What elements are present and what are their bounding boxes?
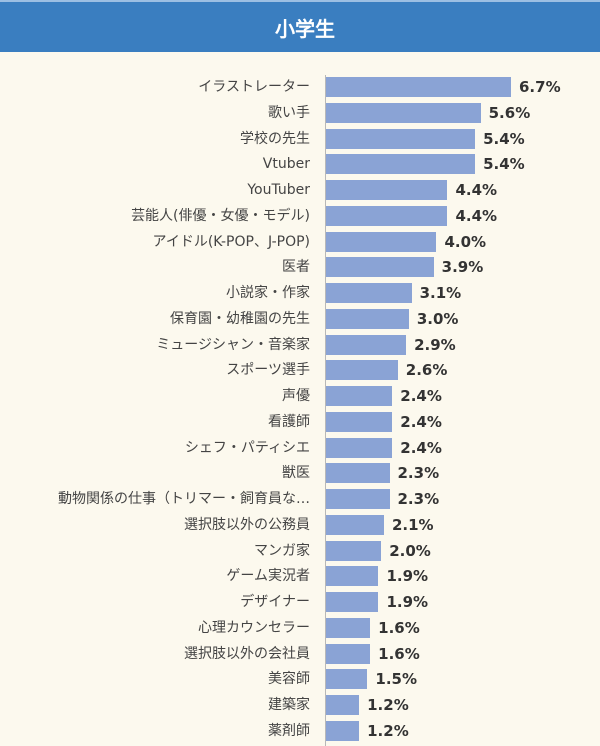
bar — [326, 386, 393, 406]
category-label: 保育園・幼稚園の先生 — [170, 310, 310, 327]
bar — [326, 360, 398, 381]
value-label: 2.1% — [391, 515, 434, 534]
chart-header: 小学生 — [0, 0, 600, 52]
value-label: 1.6% — [378, 644, 420, 663]
value-label: 4.4% — [455, 181, 498, 199]
category-label: 選択肢以外の会社員 — [184, 645, 310, 662]
y-axis-line — [325, 75, 326, 746]
bar — [326, 154, 476, 175]
category-label: スポーツ選手 — [226, 362, 310, 379]
category-label: アイドル(K-POP、J-POP) — [152, 233, 310, 250]
category-label: 声優 — [282, 388, 310, 404]
value-label: 2.6% — [405, 361, 448, 380]
category-label: Vtuber — [262, 156, 310, 173]
value-label: 3.0% — [416, 309, 459, 328]
category-label: イラストレーター — [198, 79, 310, 95]
category-label: 学校の先生 — [240, 130, 310, 147]
bar — [326, 463, 390, 484]
value-label: 1.9% — [386, 593, 429, 611]
value-label: 2.0% — [389, 541, 431, 560]
category-label: 獣医 — [282, 465, 310, 482]
bar — [326, 592, 379, 612]
category-label: 看護師 — [268, 413, 310, 430]
bar — [326, 720, 360, 741]
value-label: 1.6% — [378, 618, 420, 637]
category-label: 動物関係の仕事（トリマー・飼育員な… — [58, 491, 310, 507]
bar — [326, 643, 371, 664]
value-label: 1.2% — [367, 721, 409, 740]
bar — [326, 695, 360, 715]
value-label: 4.4% — [455, 206, 498, 225]
bar — [326, 540, 382, 561]
bar — [326, 437, 393, 458]
category-label: 心理カウンセラー — [198, 619, 310, 636]
bar — [326, 102, 481, 123]
category-label: ゲーム実況者 — [226, 568, 310, 585]
bar — [326, 514, 384, 535]
value-label: 5.4% — [483, 129, 525, 148]
bar — [326, 308, 409, 329]
bar — [326, 334, 407, 355]
category-label: デザイナー — [240, 594, 310, 610]
category-label: 歌い手 — [268, 104, 310, 121]
bar — [326, 77, 511, 97]
bar — [326, 257, 434, 278]
value-label: 5.6% — [488, 103, 531, 122]
value-label: 5.4% — [483, 155, 525, 174]
category-label: シェフ・パティシエ — [184, 439, 310, 456]
category-label: 医者 — [282, 259, 310, 276]
value-label: 2.4% — [400, 438, 442, 457]
category-label: 小説家・作家 — [226, 285, 310, 301]
bar — [326, 128, 476, 149]
bar — [326, 669, 368, 690]
category-label: ミュージシャン・音楽家 — [156, 336, 310, 353]
bar — [326, 489, 390, 509]
chart-title: 小学生 — [275, 16, 335, 41]
value-label: 3.1% — [419, 284, 462, 302]
value-label: 2.3% — [397, 464, 440, 483]
value-label: 1.5% — [375, 670, 418, 689]
value-label: 3.9% — [441, 258, 484, 277]
value-label: 1.9% — [386, 567, 429, 586]
bar — [326, 283, 412, 303]
bar — [326, 231, 437, 252]
value-label: 6.7% — [519, 78, 561, 96]
value-label: 2.4% — [400, 387, 442, 405]
bar — [326, 411, 393, 432]
bar — [326, 205, 448, 226]
category-label: 芸能人(俳優・女優・モデル) — [131, 207, 310, 224]
value-label: 2.9% — [414, 335, 456, 354]
category-label: 薬剤師 — [268, 722, 310, 739]
value-label: 2.4% — [400, 412, 442, 431]
value-label: 1.2% — [367, 696, 409, 714]
bar — [326, 566, 379, 587]
category-label: YouTuber — [247, 182, 310, 198]
category-label: 美容師 — [268, 671, 310, 688]
bar — [326, 180, 448, 200]
category-label: 建築家 — [268, 697, 310, 713]
category-label: マンガ家 — [254, 542, 310, 559]
category-label: 選択肢以外の公務員 — [184, 516, 310, 533]
value-label: 2.3% — [397, 490, 440, 508]
value-label: 4.0% — [444, 232, 487, 251]
bar — [326, 617, 371, 638]
